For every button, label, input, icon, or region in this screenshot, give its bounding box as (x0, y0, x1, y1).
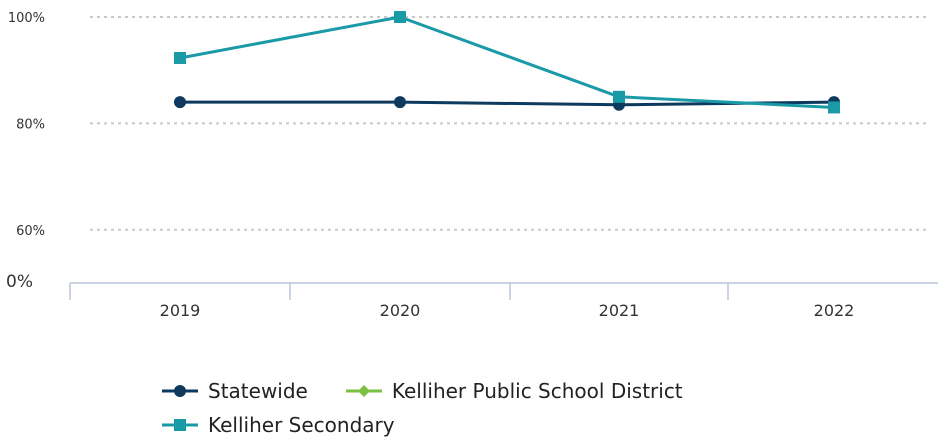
data-point-series-0-0[interactable] (174, 96, 186, 109)
y-axis-labels: 100% 80% 60% 0% (6, 11, 45, 292)
legend-item-secondary[interactable]: Kelliher Secondary (160, 413, 395, 437)
data-point-series-2-0[interactable] (174, 51, 186, 64)
data-point-series-0-1[interactable] (394, 96, 406, 109)
district-legend-symbol (345, 385, 382, 397)
x-tick-label-2020: 2020 (380, 301, 421, 320)
legend-item-statewide[interactable]: Statewide (160, 379, 308, 403)
line-chart: 100% 80% 60% 0% 2019 2020 2021 2022 (6, 11, 938, 320)
x-axis (69, 282, 938, 300)
data-point-series-2-2[interactable] (613, 90, 625, 103)
data-point-series-2-3[interactable] (828, 101, 840, 114)
x-tick-label-2019: 2019 (160, 301, 201, 320)
secondary-legend-symbol (162, 419, 198, 431)
data-point-series-2-1[interactable] (394, 11, 406, 23)
gridlines (90, 16, 930, 231)
series-lines (179, 15, 835, 109)
y-tick-label: 100% (8, 11, 45, 26)
x-axis-labels: 2019 2020 2021 2022 (160, 301, 855, 320)
series-markers (174, 11, 840, 114)
x-tick-label-2021: 2021 (599, 301, 640, 320)
legend-item-district[interactable]: Kelliher Public School District (344, 379, 683, 403)
legend: Statewide Kelliher Public School Distric… (160, 374, 860, 442)
legend-label-district: Kelliher Public School District (391, 379, 683, 403)
y-tick-label: 80% (16, 117, 45, 132)
legend-label-statewide: Statewide (208, 379, 308, 403)
y-tick-label: 60% (16, 224, 45, 239)
legend-label-secondary: Kelliher Secondary (208, 413, 395, 437)
series-line-2 (179, 15, 835, 109)
x-tick-label-2022: 2022 (814, 301, 855, 320)
statewide-legend-symbol (162, 385, 198, 397)
y-baseline-label: 0% (6, 272, 33, 292)
